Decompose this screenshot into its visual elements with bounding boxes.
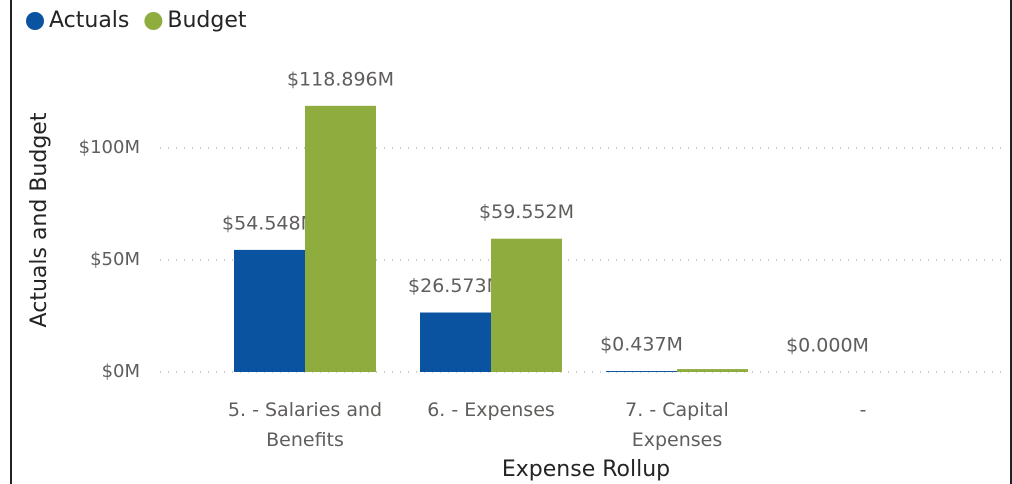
- y-tick-label: $50M: [90, 249, 140, 270]
- data-label: $0.000M: [786, 335, 869, 357]
- data-label: $26.573M: [408, 275, 503, 297]
- frame: [10, 0, 1012, 484]
- y-axis-title: Actuals and Budget: [27, 112, 52, 327]
- x-tick-label: 7. - Capital Expenses: [625, 399, 729, 451]
- x-tick-label: 6. - Expenses: [427, 399, 555, 421]
- x-tick-label: -: [859, 399, 867, 421]
- data-label: $0.437M: [600, 334, 683, 356]
- bar: [606, 371, 677, 372]
- legend-marker: [26, 12, 44, 30]
- y-tick-label: $0M: [102, 361, 140, 382]
- bar: [305, 105, 376, 373]
- bar: [677, 369, 748, 372]
- y-tick-label: $100M: [79, 137, 140, 158]
- data-label: $54.548M: [222, 212, 317, 234]
- bar: [234, 249, 305, 372]
- legend-label: Budget: [167, 8, 247, 33]
- bar: [420, 312, 491, 372]
- data-label: $118.896M: [287, 68, 394, 90]
- bar: [491, 238, 562, 372]
- x-axis-title: Expense Rollup: [502, 457, 670, 482]
- legend-label: Actuals: [49, 8, 129, 33]
- legend-marker: [144, 12, 163, 30]
- data-label: $59.552M: [479, 201, 574, 223]
- x-tick-label: 5. - Salaries and Benefits: [227, 399, 383, 451]
